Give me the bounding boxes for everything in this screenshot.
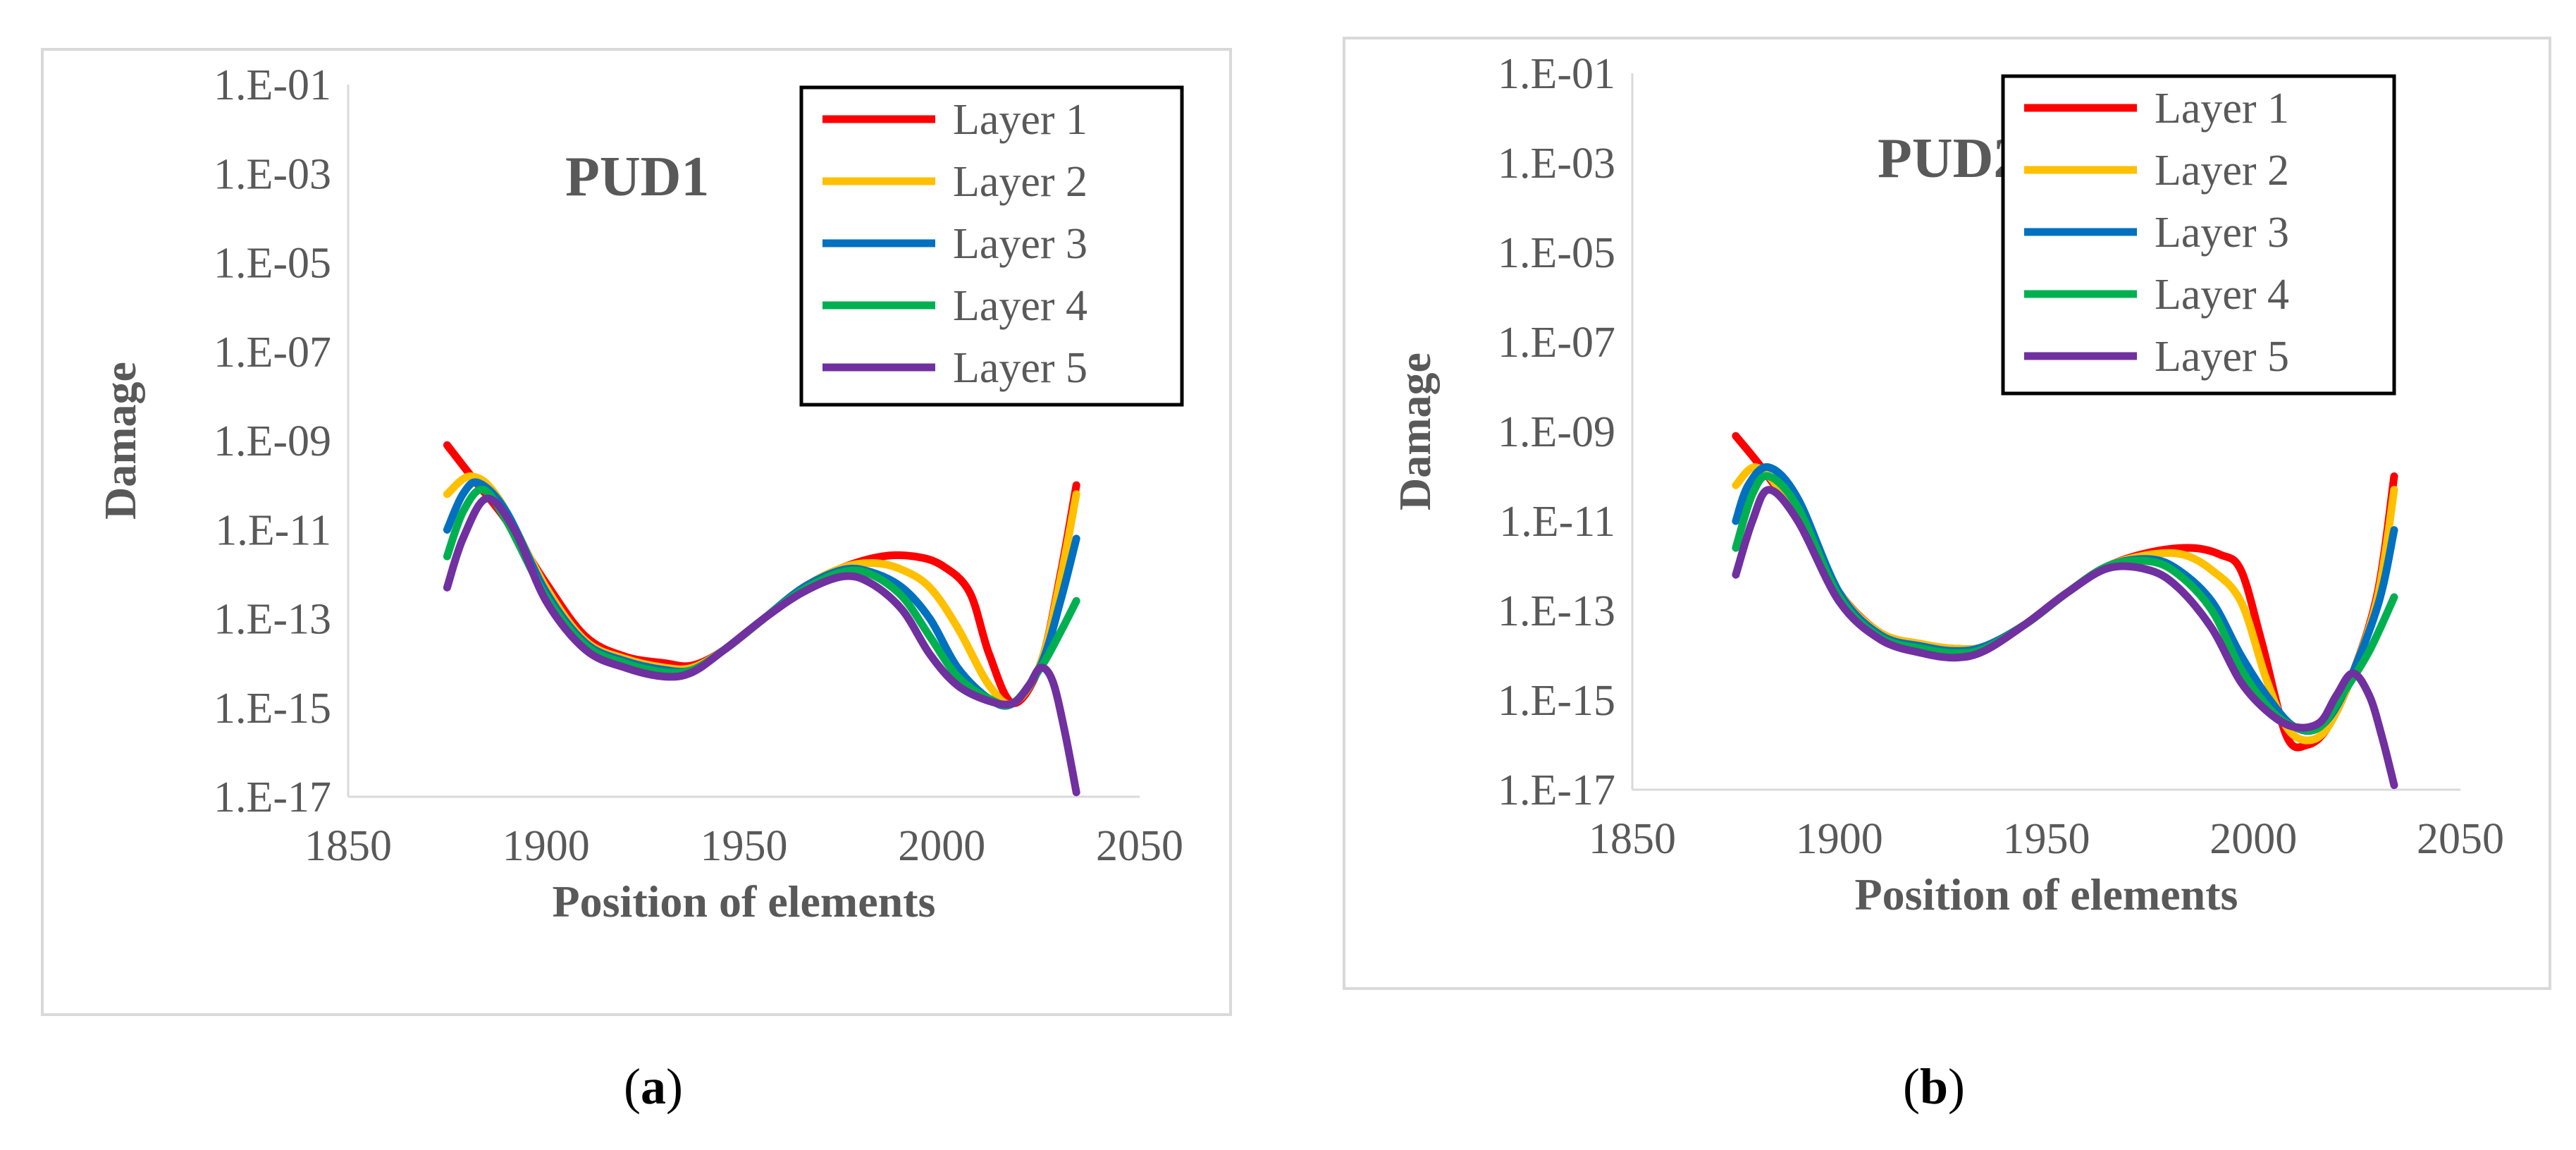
caption-letter-a: a — [640, 1058, 666, 1115]
y-tick-label: 1.E-03 — [1498, 140, 1615, 188]
y-tick-label: 1.E-07 — [214, 329, 331, 377]
y-tick-label: 1.E-09 — [1498, 408, 1615, 456]
y-tick-label: 1.E-05 — [1498, 229, 1615, 277]
legend-label-layer-1: Layer 1 — [2155, 85, 2289, 133]
x-tick-label: 1900 — [503, 822, 590, 870]
x-tick-label: 1850 — [304, 822, 392, 870]
legend-label-layer-3: Layer 3 — [2155, 209, 2289, 257]
legend-label-layer-4: Layer 4 — [2155, 271, 2289, 319]
y-tick-label: 1.E-03 — [214, 150, 331, 198]
y-tick-label: 1.E-07 — [1498, 319, 1615, 367]
x-axis-title: Position of elements — [553, 876, 936, 926]
subfigure-caption-b: (b) — [1903, 1058, 1966, 1115]
legend-label-layer-2: Layer 2 — [953, 158, 1087, 206]
y-tick-label: 1.E-15 — [1498, 677, 1615, 725]
legend-label-layer-5: Layer 5 — [953, 344, 1087, 392]
series-line-layer-2 — [1732, 463, 2398, 745]
series-line-layer-5 — [443, 494, 1080, 797]
legend-label-layer-3: Layer 3 — [953, 220, 1087, 268]
chart-title: PUD2 — [1878, 128, 2021, 190]
legend-label-layer-5: Layer 5 — [2155, 333, 2289, 381]
x-tick-label: 1950 — [701, 822, 788, 870]
y-tick-label: 1.E-09 — [214, 417, 331, 465]
x-tick-label: 1950 — [2003, 815, 2090, 863]
y-axis-title: Damage — [95, 362, 145, 520]
y-axis-title: Damage — [1390, 353, 1440, 510]
x-tick-label: 2000 — [2210, 815, 2297, 863]
chart-title: PUD1 — [565, 146, 709, 208]
legend-label-layer-1: Layer 1 — [953, 96, 1087, 144]
chart-panel-a: 1.E-01 1.E-03 1.E-05 1.E-07 1.E-09 1.E-11 1.E-… — [41, 48, 1232, 1016]
y-tick-label: 1.E-15 — [214, 685, 331, 733]
y-tick-label: 1.E-17 — [214, 773, 331, 821]
series-line-layer-4 — [1732, 472, 2398, 735]
chart-panel-b: 1.E-01 1.E-03 1.E-05 1.E-07 1.E-09 1.E-11 1.E-… — [1343, 37, 2551, 990]
y-tick-label: 1.E-17 — [1498, 766, 1615, 814]
chart-a-svg: 1.E-01 1.E-03 1.E-05 1.E-07 1.E-09 1.E-11 1.E-… — [95, 61, 1184, 926]
x-axis-title: Position of elements — [1855, 869, 2238, 919]
legend-label-layer-2: Layer 2 — [2155, 147, 2289, 195]
y-tick-label: 1.E-11 — [1499, 498, 1615, 546]
chart-b-svg: 1.E-01 1.E-03 1.E-05 1.E-07 1.E-09 1.E-11 1.E-… — [1390, 50, 2504, 919]
caption-letter-b: b — [1919, 1058, 1949, 1115]
y-tick-label: 1.E-13 — [1498, 587, 1615, 635]
y-tick-label: 1.E-05 — [214, 240, 331, 288]
x-tick-label: 2000 — [898, 822, 985, 870]
y-tick-label: 1.E-11 — [215, 506, 331, 554]
subfigure-caption-a: (a) — [624, 1058, 683, 1115]
legend-label-layer-4: Layer 4 — [953, 282, 1087, 330]
x-tick-label: 1850 — [1589, 815, 1676, 863]
x-tick-label: 1900 — [1796, 815, 1883, 863]
x-tick-label: 2050 — [2417, 815, 2504, 863]
y-tick-label: 1.E-13 — [214, 596, 331, 644]
y-tick-label: 1.E-01 — [214, 61, 331, 109]
y-tick-label: 1.E-01 — [1498, 50, 1615, 98]
x-tick-label: 2050 — [1096, 822, 1183, 870]
series-line-layer-5 — [1732, 486, 2398, 790]
